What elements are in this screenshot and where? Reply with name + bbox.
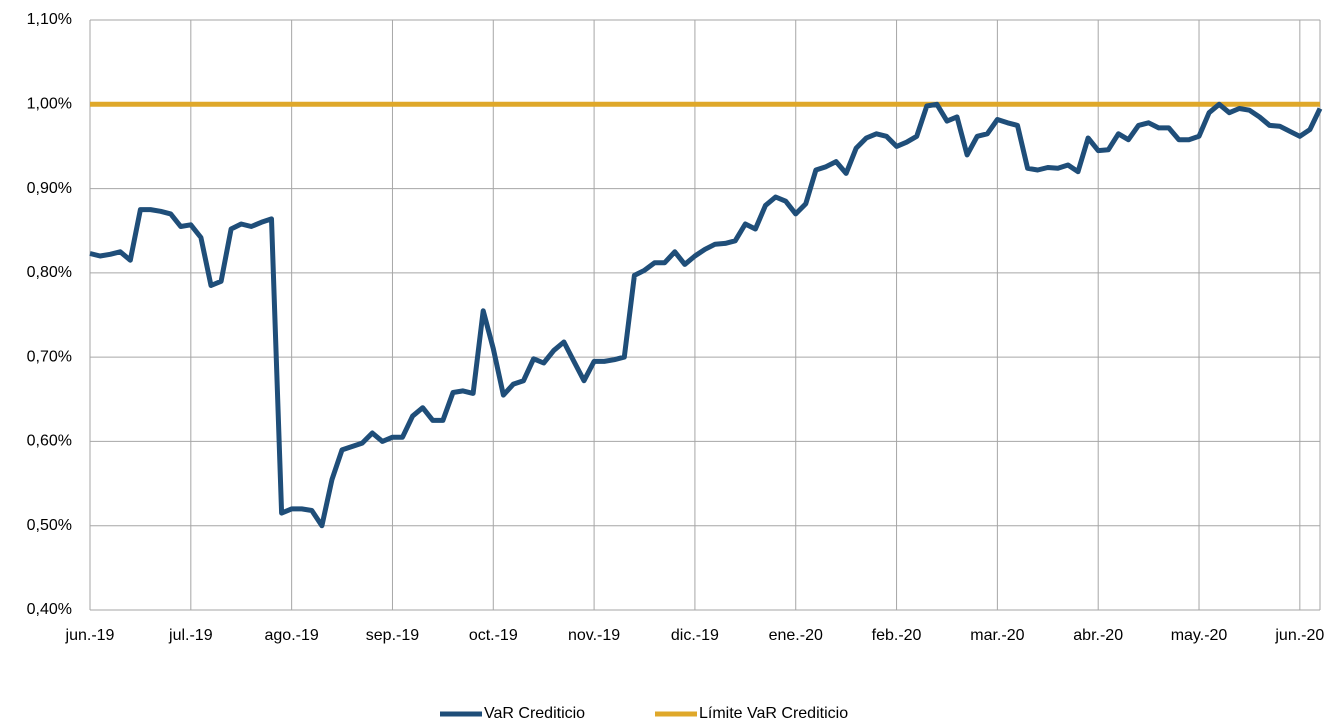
y-tick-label: 0,80% (27, 264, 72, 281)
y-tick-label: 0,40% (27, 601, 72, 618)
x-tick-label: nov.-19 (568, 627, 620, 644)
x-tick-label: mar.-20 (970, 627, 1024, 644)
y-tick-label: 0,70% (27, 348, 72, 365)
x-tick-label: jul.-19 (168, 627, 213, 644)
y-tick-label: 1,00% (27, 96, 72, 113)
y-tick-label: 1,10% (27, 11, 72, 28)
x-tick-label: dic.-19 (671, 627, 719, 644)
x-tick-label: abr.-20 (1073, 627, 1123, 644)
x-tick-label: jun.-19 (65, 627, 115, 644)
x-tick-label: feb.-20 (872, 627, 922, 644)
legend-label: Límite VaR Crediticio (699, 705, 848, 722)
x-tick-label: jun.-20 (1274, 627, 1324, 644)
line-series (89, 101, 1323, 529)
y-tick-label: 0,50% (27, 517, 72, 534)
x-tick-label: ago.-19 (265, 627, 319, 644)
x-tick-label: ene.-20 (769, 627, 823, 644)
legend-label: VaR Crediticio (484, 705, 585, 722)
x-tick-label: sep.-19 (366, 627, 419, 644)
y-tick-label: 0,90% (27, 180, 72, 197)
x-tick-label: may.-20 (1171, 627, 1228, 644)
y-tick-label: 0,60% (27, 433, 72, 450)
x-tick-label: oct.-19 (469, 627, 518, 644)
